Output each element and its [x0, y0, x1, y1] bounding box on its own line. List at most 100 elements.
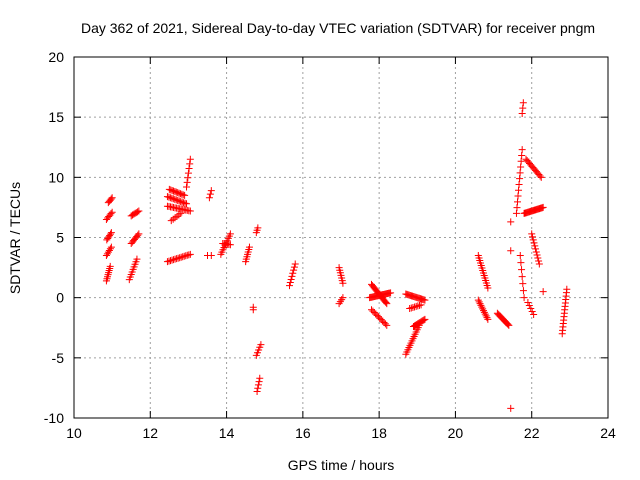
data-point [420, 316, 428, 324]
data-point [180, 199, 188, 207]
data-point [519, 104, 527, 112]
data-point [516, 169, 524, 177]
data-point [106, 232, 114, 240]
data-point [478, 303, 486, 311]
data-point [421, 296, 429, 304]
data-point [135, 207, 143, 215]
data-point [535, 257, 543, 265]
data-point [516, 252, 524, 260]
data-point [518, 146, 526, 154]
data-point [289, 269, 297, 277]
data-point [513, 198, 521, 206]
data-point [107, 210, 115, 218]
data-point [226, 241, 234, 249]
data-point [518, 273, 526, 281]
data-point [183, 200, 191, 208]
data-point [535, 260, 543, 268]
data-point [517, 157, 525, 165]
data-point [484, 284, 492, 292]
data-point [339, 279, 347, 287]
data-point [135, 230, 143, 238]
data-point [411, 303, 419, 311]
data-point [528, 308, 536, 316]
data-point [532, 248, 540, 256]
x-tick-label: 16 [295, 425, 311, 441]
data-point [184, 169, 192, 177]
data-points [102, 99, 571, 412]
data-point [536, 172, 544, 180]
data-point [409, 303, 417, 311]
data-point [527, 304, 535, 312]
data-point [421, 315, 429, 323]
data-point [519, 287, 527, 295]
x-tick-label: 14 [219, 425, 235, 441]
data-point [476, 300, 484, 308]
data-point [254, 384, 262, 392]
data-point [183, 183, 191, 191]
data-point [514, 192, 522, 200]
data-point [186, 207, 194, 215]
data-point [477, 301, 485, 309]
axis-ticks [73, 56, 609, 419]
data-point [505, 321, 513, 329]
data-point [415, 301, 423, 309]
data-point [207, 187, 215, 195]
data-point [539, 203, 547, 211]
data-point [254, 224, 262, 232]
data-point [532, 245, 540, 253]
data-point [178, 198, 186, 206]
data-point [518, 110, 526, 118]
data-point [186, 250, 194, 258]
data-point [108, 194, 116, 202]
data-point [528, 233, 536, 241]
x-tick-label: 18 [371, 425, 387, 441]
data-point [168, 194, 176, 202]
data-point [515, 180, 523, 188]
data-point [530, 239, 538, 247]
data-point [286, 282, 294, 290]
data-point [105, 233, 113, 241]
data-point [524, 298, 532, 306]
x-tick-label: 10 [66, 425, 82, 441]
data-point [169, 195, 177, 203]
data-point [286, 279, 294, 287]
data-point [181, 199, 189, 207]
y-axis-label: SDTVAR / TECUs [7, 182, 23, 294]
x-tick-labels: 10 12 14 16 18 20 22 24 [66, 425, 616, 441]
data-point [290, 266, 298, 274]
data-point [103, 236, 111, 244]
data-point [107, 195, 115, 203]
data-point [171, 195, 179, 203]
data-point [517, 163, 525, 171]
data-point [206, 190, 214, 198]
data-point [537, 173, 545, 181]
data-point [166, 194, 174, 202]
data-point [507, 404, 515, 412]
data-point [507, 218, 515, 226]
data-point [253, 388, 261, 396]
data-point [165, 193, 173, 201]
data-point [531, 242, 539, 250]
data-point [184, 174, 192, 182]
y-tick-label: 20 [48, 49, 64, 65]
data-point [528, 230, 536, 238]
data-point [104, 234, 112, 242]
data-point [530, 311, 538, 319]
data-point [257, 341, 265, 349]
data-point [518, 151, 526, 159]
data-point [534, 254, 542, 262]
data-point [520, 294, 528, 302]
data-point [183, 178, 191, 186]
grid-lines [74, 57, 608, 418]
x-axis-label: GPS time / hours [288, 457, 395, 473]
data-point [107, 243, 115, 251]
data-point [163, 193, 171, 201]
y-tick-label: 10 [48, 169, 64, 185]
y-tick-label: -10 [44, 410, 64, 426]
data-point [255, 378, 263, 386]
data-point [515, 186, 523, 194]
data-point [106, 230, 114, 238]
x-tick-label: 20 [448, 425, 464, 441]
data-point [483, 314, 491, 322]
